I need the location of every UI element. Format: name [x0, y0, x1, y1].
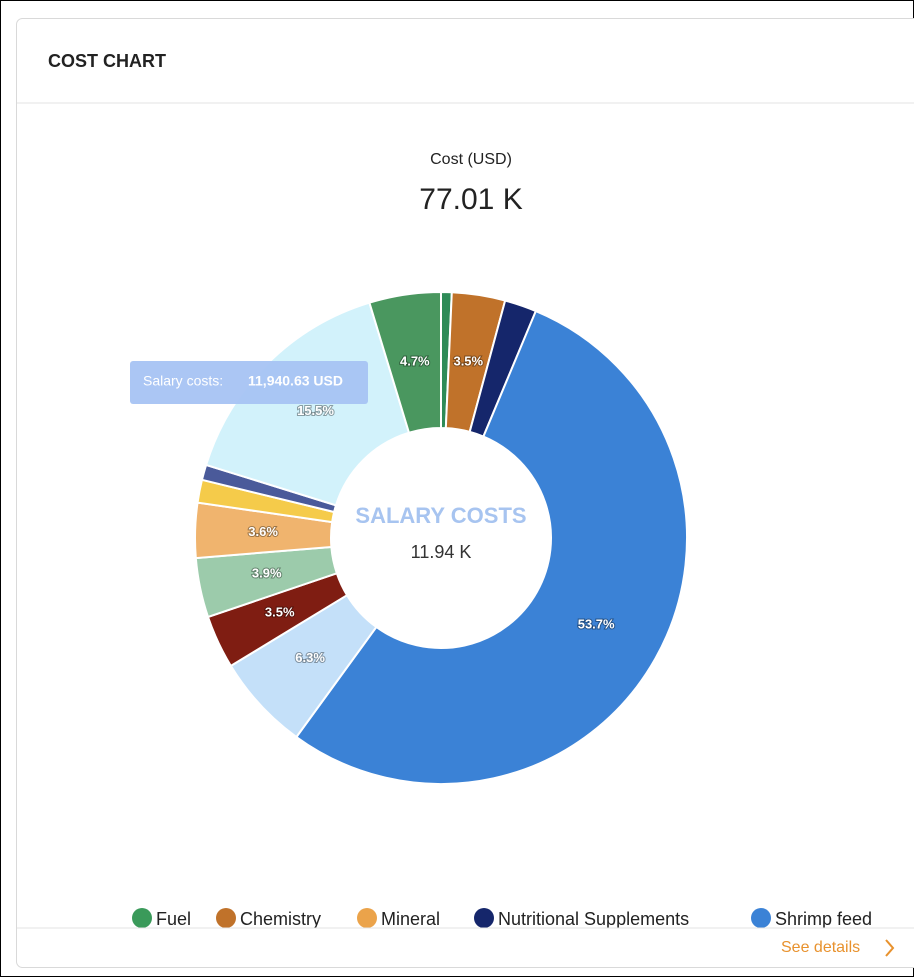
legend-swatch [132, 908, 152, 928]
card-title: COST CHART [48, 51, 166, 71]
slice [368, 290, 442, 435]
slice-label: 3.5% [453, 354, 483, 369]
chart-title: Cost (USD) [430, 151, 512, 168]
slice-label: 6.3% [295, 650, 325, 665]
center-title: SALARY COSTS [355, 503, 526, 528]
legend-swatch [357, 908, 377, 928]
tooltip-value: 11,940.63 USD [248, 373, 343, 389]
slice [295, 309, 688, 785]
legend-label: Fuel [156, 909, 191, 929]
slice-label: 3.6% [248, 524, 278, 539]
slice-label: 53.7% [578, 617, 615, 632]
slice-label: 3.5% [265, 605, 295, 620]
total: 77.01 K [419, 183, 522, 216]
legend-swatch [216, 908, 236, 928]
legend-label: Chemistry [240, 909, 321, 929]
chevron[interactable] [885, 939, 895, 957]
slice-label: 3.9% [252, 566, 282, 581]
tooltip-label: Salary costs: [143, 373, 223, 389]
legend-label: Mineral [381, 909, 440, 929]
slice-label: 15.5% [297, 403, 334, 418]
legend-label: Nutritional Supplements [498, 909, 689, 929]
legend-label: Shrimp feed [775, 909, 872, 929]
legend: Fuel Chemistry Mineral Nutritional Suppleme… [132, 908, 872, 929]
tooltip: Salary costs: 11,940.63 USD [130, 361, 368, 404]
card [16, 18, 914, 968]
slice-label: 4.7% [400, 353, 430, 368]
center-value: 11.94 K [411, 542, 472, 562]
legend-swatch [751, 908, 771, 928]
see-details[interactable]: See details [781, 939, 860, 956]
tooltip-box [130, 361, 368, 404]
legend-swatch [474, 908, 494, 928]
